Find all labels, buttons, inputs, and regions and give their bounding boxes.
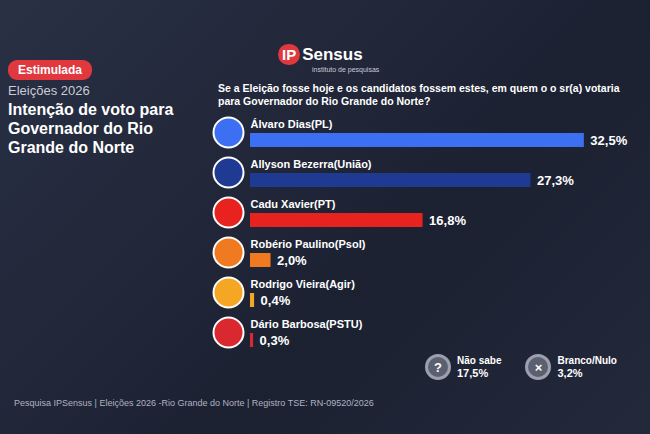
html-text:instituto de pesquisas: instituto de pesquisas: [312, 66, 380, 73]
html-text:Estimulada: Estimulada: [18, 63, 82, 77]
svg-text:2,0%: 2,0%: [277, 253, 307, 268]
html-text:IP Sensus: IP Sensus: [282, 44, 363, 64]
html-text:Branco/Nulo: Branco/Nulo: [557, 354, 617, 366]
html-text:Intenção de voto para Governad: Intenção de voto para Governador do Rio …: [8, 101, 174, 156]
svg-text:27,3%: 27,3%: [537, 173, 574, 188]
html-text:3,2%: 3,2%: [557, 366, 583, 379]
svg-text:Dário Barbosa(PSTU): Dário Barbosa(PSTU): [251, 318, 363, 330]
html-text:Não sabe: Não sabe: [457, 354, 502, 366]
svg-text:0,4%: 0,4%: [261, 293, 291, 308]
svg-text:0,3%: 0,3%: [260, 333, 290, 348]
svg-text:Allyson Bezerra(União): Allyson Bezerra(União): [251, 158, 372, 170]
svg-text:Rodrigo Vieira(Agir): Rodrigo Vieira(Agir): [251, 278, 356, 290]
html-text:Eleições 2026: Eleições 2026: [8, 83, 90, 98]
svg-text:Robério Paulino(Psol): Robério Paulino(Psol): [251, 238, 366, 250]
html-text:Pesquisa IPSensus | Eleições 2: Pesquisa IPSensus | Eleições 2026 -Rio G…: [14, 398, 374, 408]
svg-text:16,8%: 16,8%: [429, 213, 466, 228]
svg-text:32,5%: 32,5%: [590, 133, 627, 148]
html-text:Se a Eleição fosse hoje e os c: Se a Eleição fosse hoje e os candidatos …: [218, 82, 620, 107]
svg-text:Álvaro Dias(PL): Álvaro Dias(PL): [251, 118, 333, 130]
svg-text:Cadu Xavier(PT): Cadu Xavier(PT): [251, 198, 336, 210]
html-text:17,5%: 17,5%: [457, 366, 489, 379]
